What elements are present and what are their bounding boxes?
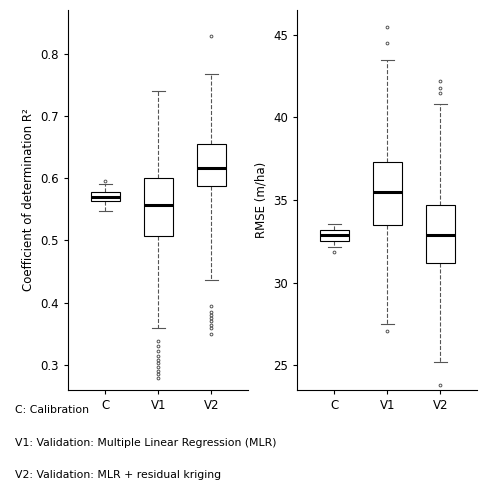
Text: V2: Validation: MLR + residual kriging: V2: Validation: MLR + residual kriging	[15, 470, 221, 480]
Bar	[373, 162, 402, 225]
Text: C: Calibration: C: Calibration	[15, 405, 89, 415]
Bar	[197, 144, 226, 186]
Bar	[426, 205, 455, 263]
Text: V1: Validation: Multiple Linear Regression (MLR): V1: Validation: Multiple Linear Regressi…	[15, 438, 276, 448]
Bar	[319, 230, 349, 241]
Bar	[144, 178, 173, 236]
Y-axis label: Coefficient of determination R²: Coefficient of determination R²	[22, 108, 35, 292]
Bar	[91, 192, 120, 201]
Y-axis label: RMSE (m/ha): RMSE (m/ha)	[255, 162, 268, 238]
